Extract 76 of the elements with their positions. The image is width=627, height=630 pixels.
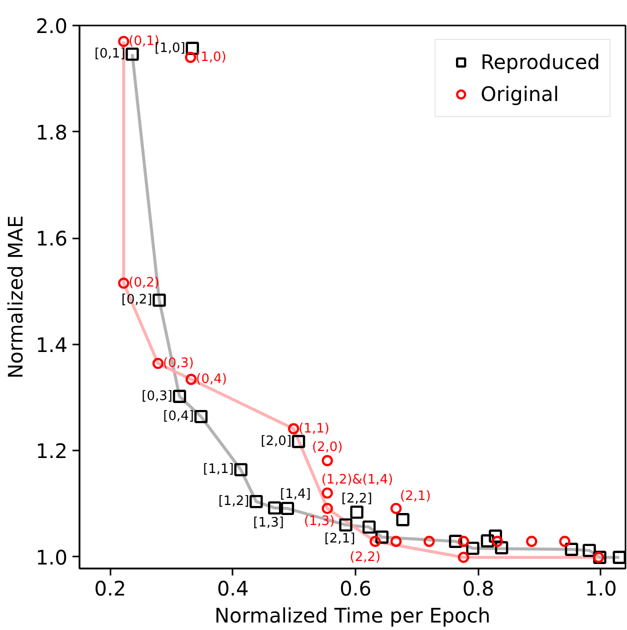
- x-tick-label: 0.4: [216, 576, 249, 600]
- point: [362, 520, 376, 534]
- annotation: [1,4]: [280, 486, 311, 502]
- y-tick-label: 1.6: [36, 226, 68, 251]
- point: [582, 544, 596, 558]
- point: [126, 48, 139, 61]
- point: [564, 542, 578, 556]
- point: [396, 513, 410, 526]
- point: [234, 463, 248, 476]
- x-tick-label: 0.6: [340, 576, 372, 600]
- annotation: [0,1]: [94, 46, 126, 62]
- y-tick-label: 1.8: [36, 120, 68, 144]
- annotation: (2,1): [400, 488, 431, 504]
- point: [492, 536, 503, 547]
- point: [458, 552, 470, 563]
- annotation: [2,0]: [260, 434, 292, 450]
- point: [339, 518, 352, 532]
- point: [322, 502, 333, 514]
- point: [559, 536, 570, 547]
- point: [448, 534, 462, 548]
- point: [268, 501, 282, 515]
- y-tick-label: 2.0: [36, 14, 68, 38]
- point: [172, 390, 186, 403]
- annotation: [1,2]: [218, 494, 250, 510]
- point: [424, 536, 435, 547]
- point: [322, 487, 333, 499]
- point: [390, 536, 402, 547]
- point: [152, 358, 164, 370]
- point: [184, 52, 196, 63]
- point: [288, 423, 300, 434]
- point: [194, 410, 208, 424]
- x-axis-title: Normalized Time per Epoch: [214, 604, 490, 628]
- point: [494, 541, 508, 554]
- x-tick-label: 1.0: [585, 576, 617, 600]
- annotation: (1,0): [196, 50, 226, 65]
- y-axis-title: Normalized MAE: [4, 215, 28, 379]
- annotation: [0,2]: [121, 292, 152, 308]
- annotation: (1,1): [298, 421, 330, 436]
- point: [390, 502, 402, 514]
- point: [186, 374, 197, 385]
- point: [488, 529, 502, 543]
- annotation: (1,2)&(1,4): [321, 472, 394, 488]
- y-tick-label: 1.4: [36, 332, 68, 357]
- legend-label: Original: [480, 82, 559, 106]
- point: [375, 530, 389, 544]
- point: [350, 506, 364, 519]
- y-tick-label: 1.0: [36, 545, 68, 570]
- annotation: [0,4]: [163, 409, 194, 424]
- point: [280, 502, 294, 516]
- point: [480, 534, 494, 548]
- point: [526, 536, 538, 547]
- y-tick-label: 1.2: [36, 439, 68, 464]
- annotation: (0,4): [196, 372, 227, 387]
- annotation: [1,1]: [203, 462, 234, 478]
- annotation: (0,2): [128, 276, 160, 291]
- point: [370, 536, 381, 547]
- annotation: [2,1]: [324, 531, 356, 546]
- point: [250, 494, 263, 508]
- legend-label: Reproduced: [480, 50, 600, 74]
- point: [118, 278, 130, 289]
- point: [466, 542, 480, 555]
- annotation: [0,3]: [142, 388, 173, 404]
- point: [322, 455, 333, 466]
- annotation: [1,3]: [253, 515, 284, 530]
- point: [152, 294, 166, 307]
- x-tick-label: 0.2: [94, 576, 126, 600]
- point: [612, 550, 626, 564]
- point: [458, 536, 470, 547]
- annotation: (1,3): [304, 514, 335, 529]
- point: [292, 434, 306, 448]
- x-tick-label: 0.8: [462, 576, 494, 600]
- annotation: [2,2]: [341, 492, 372, 507]
- annotation: (0,3): [163, 356, 194, 371]
- annotation: (2,0): [312, 440, 343, 456]
- annotation: (2,2): [350, 550, 381, 565]
- point: [118, 36, 130, 48]
